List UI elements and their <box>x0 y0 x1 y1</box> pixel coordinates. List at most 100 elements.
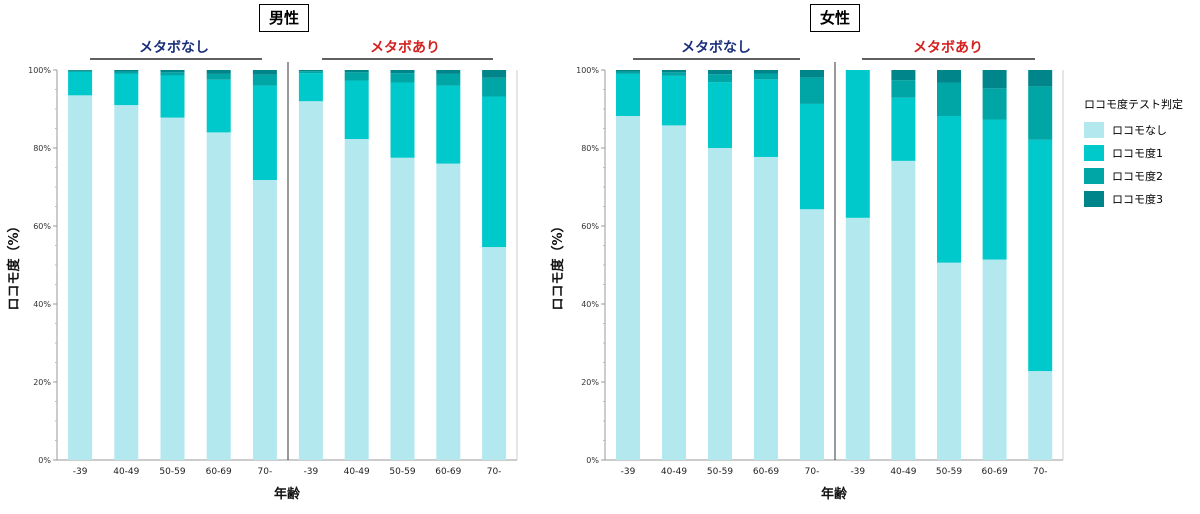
bar-segment <box>845 217 870 460</box>
bar-segment <box>891 97 916 161</box>
bar-segment <box>298 70 323 72</box>
bar-segment <box>390 70 415 74</box>
bar-segment <box>1028 86 1053 140</box>
bar-segment <box>1028 371 1053 460</box>
bar-segment <box>390 73 415 83</box>
x-tick-label: 70- <box>805 467 820 477</box>
bar-segment <box>114 73 139 106</box>
bar-segment <box>662 70 686 73</box>
legend-item-level2: ロコモ度2 <box>1084 164 1183 187</box>
legend: ロコモ度テスト判定 ロコモなし ロコモ度1 ロコモ度2 ロコモ度3 <box>1084 96 1183 210</box>
bar-segment <box>616 116 640 461</box>
bar-segment <box>390 157 415 460</box>
legend-swatch <box>1084 190 1104 207</box>
y-tick-label: 40% <box>581 300 599 309</box>
bar-segment <box>982 259 1007 460</box>
bar-segment <box>298 71 323 74</box>
x-tick-label: 70- <box>487 467 502 477</box>
group-label: メタボなし <box>139 40 209 56</box>
bar-segment <box>206 70 231 74</box>
bar-segment <box>937 70 961 83</box>
x-tick-label: 60-69 <box>753 467 779 477</box>
y-tick-label: 40% <box>33 300 51 309</box>
bar-segment <box>436 70 461 74</box>
x-tick-label: -39 <box>73 467 88 477</box>
y-tick-label: 20% <box>581 378 599 387</box>
legend-label: ロコモ度3 <box>1112 192 1163 206</box>
y-tick-label: 100% <box>28 66 51 75</box>
bar-segment <box>114 71 139 74</box>
x-tick-label: -39 <box>621 467 636 477</box>
bar-segment <box>937 262 961 460</box>
bar-segment <box>160 72 185 76</box>
x-axis-title: 年齢 <box>821 486 848 502</box>
bar-segment <box>68 70 93 71</box>
bar-segment <box>436 73 461 86</box>
x-tick-label: 40-49 <box>890 467 916 477</box>
x-tick-label: 70- <box>1033 467 1048 477</box>
bar-segment <box>662 125 686 460</box>
legend-swatch <box>1084 167 1104 184</box>
bar-segment <box>800 70 824 78</box>
bar-segment <box>616 71 640 74</box>
bar-segment <box>252 74 277 86</box>
bar-segment <box>160 75 185 118</box>
group-label: メタボあり <box>370 40 440 56</box>
y-tick-label: 80% <box>33 144 51 153</box>
bar-segment <box>754 79 778 157</box>
bar-segment <box>390 82 415 158</box>
bar-segment <box>252 179 277 461</box>
bar-segment <box>708 74 732 83</box>
y-tick-label: 60% <box>581 222 599 231</box>
legend-label: ロコモ度2 <box>1112 169 1163 183</box>
legend-item-level1: ロコモ度1 <box>1084 141 1183 164</box>
x-tick-label: 40-49 <box>344 467 370 477</box>
bar-segment <box>754 70 778 74</box>
y-tick-label: 0% <box>38 456 51 465</box>
bar-segment <box>708 70 732 75</box>
bar-segment <box>845 70 870 218</box>
x-tick-label: -39 <box>304 467 319 477</box>
bar-segment <box>482 247 507 460</box>
legend-label: ロコモ度1 <box>1112 146 1163 160</box>
bar-segment <box>436 85 461 164</box>
bar-segment <box>482 70 507 78</box>
bar-segment <box>891 160 916 460</box>
bar-segment <box>482 96 507 248</box>
x-axis-title: 年齢 <box>274 486 301 502</box>
bar-segment <box>206 73 231 80</box>
bar-segment <box>252 70 277 75</box>
bar-segment <box>68 70 93 72</box>
y-axis-title: ロコモ度（%） <box>550 219 566 310</box>
bar-segment <box>616 70 640 72</box>
bar-segment <box>344 80 369 140</box>
bar-segment <box>616 73 640 117</box>
bar-segment <box>298 73 323 102</box>
legend-item-level3: ロコモ度3 <box>1084 187 1183 210</box>
bar-segment <box>160 117 185 460</box>
y-tick-label: 0% <box>586 456 599 465</box>
bar-segment <box>344 72 369 81</box>
group-label: メタボなし <box>681 40 751 56</box>
bar-segment <box>1028 70 1053 87</box>
bar-segment <box>937 82 961 117</box>
x-tick-label: 60-69 <box>206 467 232 477</box>
bar-segment <box>754 73 778 80</box>
bar-segment <box>662 72 686 76</box>
y-tick-label: 100% <box>576 66 599 75</box>
x-tick-label: 60-69 <box>982 467 1008 477</box>
y-tick-label: 20% <box>33 378 51 387</box>
bar-segment <box>482 77 507 97</box>
bar-segment <box>708 148 732 460</box>
legend-item-none: ロコモなし <box>1084 118 1183 141</box>
bar-segment <box>436 163 461 460</box>
bar-segment <box>662 75 686 126</box>
bar-segment <box>891 80 916 98</box>
bar-segment <box>754 156 778 460</box>
bar-segment <box>982 88 1007 120</box>
legend-label: ロコモなし <box>1112 123 1167 137</box>
bar-segment <box>206 79 231 133</box>
x-tick-label: 60-69 <box>435 467 461 477</box>
